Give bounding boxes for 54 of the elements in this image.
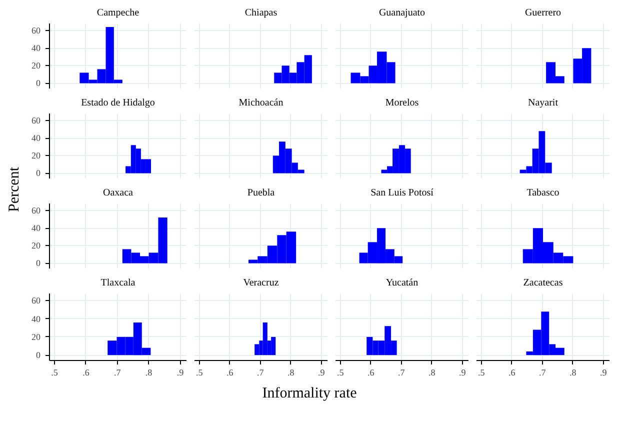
y-tick-label: 0 [36,350,41,360]
x-tick-label: .5 [196,368,204,378]
x-tick-label: .5 [478,368,486,378]
chart-title: Tlaxcala [100,278,136,288]
chart-title: Nayarit [528,98,558,108]
chart-title: Campeche [96,8,140,18]
y-axis-title: Percent [6,166,22,212]
x-tick-label: .8 [145,368,153,378]
chart-title: Tabasco [526,188,560,198]
x-tick-label: .6 [368,368,375,378]
x-tick-label: .5 [51,368,58,378]
x-tick-label: .8 [288,368,295,378]
x-tick-label: .7 [398,368,406,378]
chart-title: San Luis Potosí [370,188,434,198]
x-tick-label: .5 [337,368,344,378]
x-tick-label: .9 [176,368,184,378]
y-tick-label: 40 [32,314,41,324]
y-tick-label: 40 [32,43,41,54]
chart-title: Puebla [247,188,276,198]
x-tick-label: .6 [508,368,516,378]
chart-title: Chiapas [244,8,278,18]
chart-title: Yucatán [386,278,418,288]
y-tick-label: 0 [36,168,41,178]
y-tick-label: 60 [32,296,41,306]
y-tick-label: 40 [32,223,41,234]
x-tick-label: .7 [257,368,264,378]
x-tick-label: .9 [600,368,608,378]
x-tick-label: .6 [226,368,234,378]
x-tick-label: .6 [82,368,90,378]
y-tick-label: 40 [32,133,41,144]
chart-title: Morelos [385,98,419,108]
y-tick-label: 0 [36,258,41,268]
x-tick-label: .8 [428,368,436,378]
x-tick-label: .8 [570,368,577,378]
chart-title: Oaxaca [103,188,134,198]
chart-title: Zacatecas [523,278,563,288]
y-tick-label: 0 [36,78,41,88]
chart-title: Guerrero [524,8,562,18]
y-tick-label: 20 [32,240,41,251]
x-tick-label: .9 [459,368,466,378]
x-tick-label: .7 [114,368,122,378]
y-tick-label: 20 [32,332,41,342]
chart-title: Veracruz [243,278,280,288]
chart-title: Guanajuato [378,8,426,18]
x-axis-title: Informality rate [262,386,358,402]
y-tick-label: 20 [32,60,41,71]
chart-title: Estado de Hidalgo [81,98,155,108]
x-tick-label: .7 [539,368,546,378]
y-tick-label: 20 [32,150,41,161]
x-tick-label: .9 [318,368,326,378]
y-tick-label: 60 [32,116,41,126]
y-tick-label: 60 [32,206,41,216]
chart-title: Michoacán [238,98,284,108]
y-tick-label: 60 [32,26,41,36]
